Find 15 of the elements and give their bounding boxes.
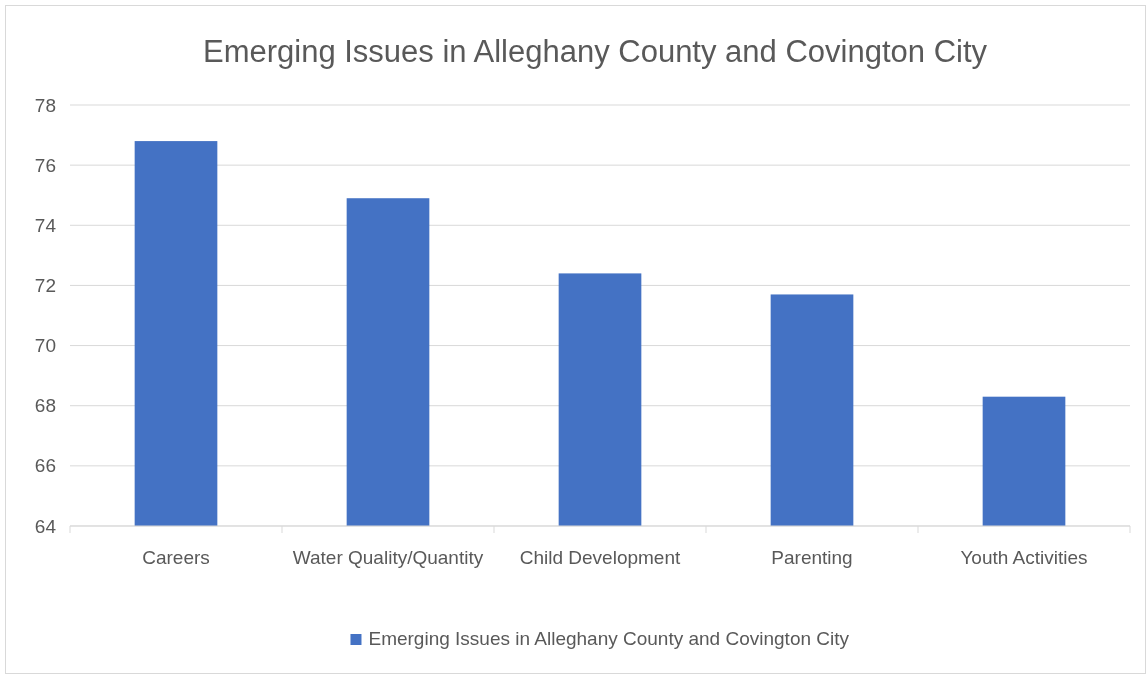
x-tick-label: Parenting bbox=[771, 547, 853, 568]
y-tick-label: 72 bbox=[34, 275, 56, 297]
y-tick-label: 66 bbox=[34, 455, 56, 477]
chart-title: Emerging Issues in Alleghany County and Covington City bbox=[202, 34, 988, 69]
x-tick-label: Careers bbox=[142, 547, 210, 568]
y-tick-label: 76 bbox=[34, 154, 56, 176]
x-tick-label: Child Development bbox=[519, 547, 681, 568]
y-tick-label: 70 bbox=[34, 335, 56, 357]
legend-label: Emerging Issues in Alleghany County and Covington City bbox=[368, 628, 850, 649]
x-tick-label: Youth Activities bbox=[960, 547, 1088, 568]
x-tick-label: Water Quality/Quantity bbox=[292, 547, 484, 568]
y-tick-label: 78 bbox=[34, 94, 56, 116]
y-tick-label: 68 bbox=[34, 395, 56, 417]
y-tick-label: 64 bbox=[34, 515, 57, 537]
y-tick-label: 74 bbox=[34, 214, 57, 236]
